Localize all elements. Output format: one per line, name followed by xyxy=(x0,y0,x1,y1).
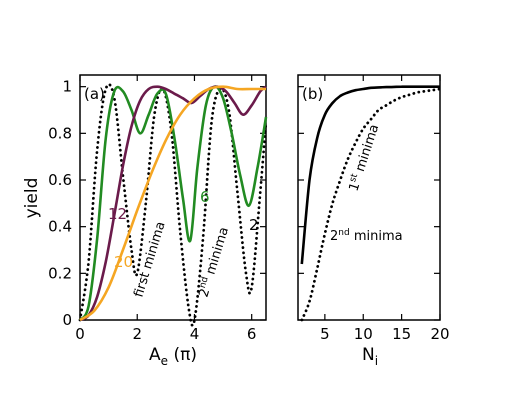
panel-a-x-tick-label: 0 xyxy=(75,325,85,343)
panel-a-series-line-4 xyxy=(79,85,266,322)
panel-b-series xyxy=(300,85,442,322)
panel-b: 5 10 15 20 (b) Ni 1st minima 2nd minima xyxy=(297,74,450,368)
x-axis-label-a-sub: e xyxy=(161,354,168,368)
y-axis-label: yield xyxy=(22,178,42,219)
panel-a-ticks: 0 2 4 6 0 0.2 0.4 0.6 0.8 1 xyxy=(48,75,266,343)
panel-a-y-tick-label: 0.6 xyxy=(48,171,72,189)
annotation-20: 20 xyxy=(114,253,133,271)
annotation-second-minima-b-main: 2 xyxy=(330,229,338,244)
panel-b-x-tick-label: 15 xyxy=(392,325,411,343)
panel-a-x-tick-label: 6 xyxy=(247,325,257,343)
panel-a-y-tick-label: 0.2 xyxy=(48,264,72,282)
annotation-second-minima-a: 2nd minima xyxy=(196,225,233,299)
panel-b-x-tick-label: 5 xyxy=(320,325,330,343)
panel-a-series-line-1 xyxy=(78,82,268,327)
panel-b-label: (b) xyxy=(302,85,323,103)
panel-b-series-line-1 xyxy=(300,85,440,265)
panel-b-x-tick-label: 10 xyxy=(354,325,373,343)
x-axis-label-b-sub: i xyxy=(375,354,378,368)
panel-a-y-tick-label: 0.4 xyxy=(48,218,72,236)
annotation-second-minima-b-rest: minima xyxy=(350,229,403,244)
panel-a-x-tick-label: 4 xyxy=(190,325,200,343)
panel-b-x-tick-label: 20 xyxy=(430,325,449,343)
annotation-second-minima-b-sup: nd xyxy=(338,228,349,238)
panel-a-y-tick-label: 0.8 xyxy=(48,124,72,142)
annotation-2: 2 xyxy=(249,216,259,234)
panel-a-series-line-3 xyxy=(79,85,267,322)
x-axis-label-b-main: N xyxy=(362,345,375,365)
panel-a-x-tick-label: 2 xyxy=(132,325,142,343)
panel-b-ticks: 5 10 15 20 xyxy=(298,75,450,343)
annotation-second-minima-b: 2nd minima xyxy=(330,228,403,244)
panel-a: 0 2 4 600.20.40.60.81 (a) yield Ae (π) 2 6 … xyxy=(22,74,268,368)
panel-b-frame xyxy=(297,74,441,321)
annotation-first-minima: first minima xyxy=(131,220,168,299)
panel-a-label: (a) xyxy=(84,85,105,103)
panel-a-frame xyxy=(79,74,267,321)
annotation-second-minima-a-rest: minima xyxy=(202,225,232,280)
x-axis-label-b: Ni xyxy=(362,345,378,368)
annotation-second-minima-a-sup: nd xyxy=(198,276,211,290)
annotation-first-minima-b-sup: st xyxy=(348,172,360,183)
x-axis-label-a: Ae (π) xyxy=(149,345,197,368)
annotation-6: 6 xyxy=(200,188,210,206)
annotation-first-minima-b: 1st minima xyxy=(346,122,383,193)
x-axis-label-a-rest: (π) xyxy=(168,345,197,365)
annotation-first-minima-b-rest: minima xyxy=(352,123,383,178)
annotation-12: 12 xyxy=(108,205,127,223)
panel-a-y-tick-label: 0 xyxy=(62,311,72,329)
panel-a-series-line-2 xyxy=(78,85,268,321)
x-axis-label-a-main: A xyxy=(149,345,161,365)
panel-a-series xyxy=(78,82,268,327)
panel-b-series-line-2 xyxy=(300,87,442,322)
panel-a-y-tick-label: 1 xyxy=(62,78,72,96)
